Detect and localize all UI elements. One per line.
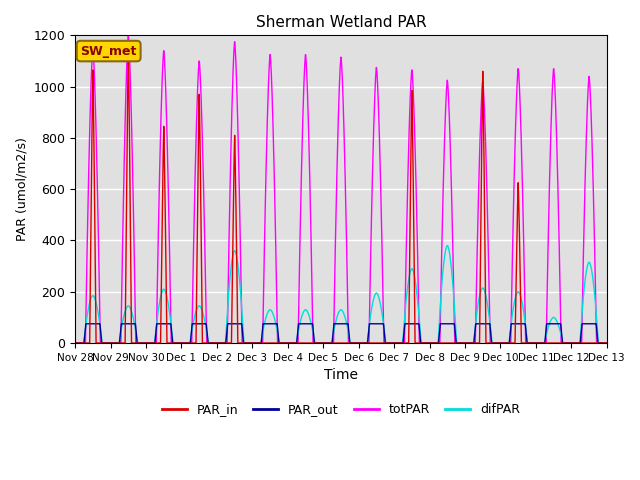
PAR_in xyxy=(460,340,468,346)
PAR_out xyxy=(167,321,175,327)
X-axis label: Time: Time xyxy=(324,368,358,382)
Line: PAR_in: PAR_in xyxy=(75,48,607,343)
totPAR xyxy=(490,340,498,346)
totPAR xyxy=(460,340,468,346)
PAR_in xyxy=(71,340,79,346)
difPAR xyxy=(431,340,438,346)
difPAR xyxy=(460,340,468,346)
PAR_in xyxy=(602,340,610,346)
Y-axis label: PAR (umol/m2/s): PAR (umol/m2/s) xyxy=(15,137,28,241)
difPAR xyxy=(167,318,175,324)
totPAR xyxy=(167,315,175,321)
PAR_out xyxy=(490,340,498,346)
PAR_out xyxy=(82,321,90,327)
difPAR xyxy=(321,340,329,346)
Line: PAR_out: PAR_out xyxy=(75,324,607,343)
PAR_in xyxy=(603,340,611,346)
PAR_in xyxy=(321,340,329,346)
PAR_out xyxy=(321,340,329,346)
Line: totPAR: totPAR xyxy=(75,36,607,343)
PAR_out xyxy=(431,340,438,346)
Title: Sherman Wetland PAR: Sherman Wetland PAR xyxy=(255,15,426,30)
difPAR xyxy=(603,340,611,346)
PAR_out xyxy=(602,340,610,346)
difPAR xyxy=(71,340,79,346)
PAR_out xyxy=(71,340,79,346)
Line: difPAR: difPAR xyxy=(75,246,607,343)
totPAR xyxy=(71,340,79,346)
totPAR xyxy=(431,340,438,346)
PAR_in xyxy=(490,340,498,346)
difPAR xyxy=(444,243,451,249)
Text: SW_met: SW_met xyxy=(81,45,137,58)
PAR_in xyxy=(167,340,175,346)
totPAR xyxy=(603,340,611,346)
difPAR xyxy=(490,340,498,346)
Legend: PAR_in, PAR_out, totPAR, difPAR: PAR_in, PAR_out, totPAR, difPAR xyxy=(157,398,525,421)
totPAR xyxy=(321,340,329,346)
totPAR xyxy=(124,33,132,38)
PAR_in xyxy=(124,45,132,51)
PAR_in xyxy=(431,340,438,346)
PAR_out xyxy=(603,340,611,346)
PAR_out xyxy=(460,340,468,346)
totPAR xyxy=(602,340,610,346)
difPAR xyxy=(602,340,610,346)
